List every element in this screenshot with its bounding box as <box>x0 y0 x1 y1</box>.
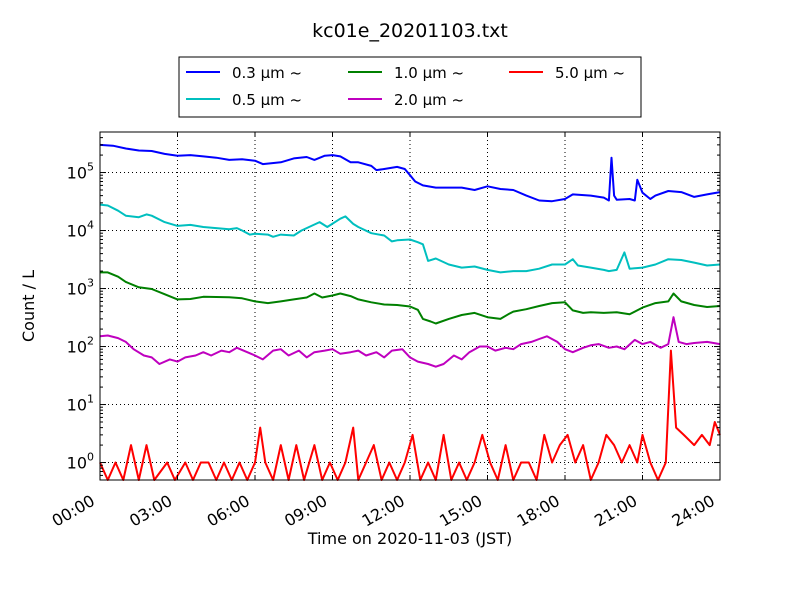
series-line-4 <box>99 316 721 368</box>
y-tick-label: 101 <box>67 393 94 415</box>
x-tick-label: 09:00 <box>281 491 330 531</box>
x-tick-label: 21:00 <box>591 491 640 531</box>
legend-box <box>178 56 642 118</box>
x-tick-label: 12:00 <box>359 491 408 531</box>
x-tick-label: 06:00 <box>204 491 253 531</box>
series-line-2 <box>99 203 721 274</box>
legend-label: 2.0 μm ~ <box>394 91 464 109</box>
y-tick-label: 100 <box>67 451 94 473</box>
axis-ticks: 00:00 03:00 06:00 09:00 12:00 15:00 18:00 21:00… <box>49 131 721 531</box>
y-axis-label: Count / L <box>19 270 38 342</box>
legend-label: 1.0 μm ~ <box>394 64 464 82</box>
series-line-3 <box>100 271 721 325</box>
y-tick-label: 105 <box>67 161 94 183</box>
y-tick-label: 103 <box>67 277 94 299</box>
series-line-5 <box>99 349 721 481</box>
legend: 0.3 μm ~ 0.5 μm ~ 1.0 μm ~ 2.0 μm ~ 5.0 μm ~ <box>178 56 642 118</box>
series-line-1 <box>99 143 721 203</box>
legend-label: 5.0 μm ~ <box>555 64 625 82</box>
series-layer <box>99 143 721 481</box>
legend-label: 0.5 μm ~ <box>232 91 302 109</box>
x-tick-label: 03:00 <box>126 491 175 531</box>
y-tick-label: 104 <box>67 219 94 241</box>
y-tick-label: 102 <box>67 335 94 357</box>
x-tick-label: 24:00 <box>669 491 718 531</box>
x-tick-label: 00:00 <box>49 491 98 531</box>
chart-title: kc01e_20201103.txt <box>312 20 508 42</box>
x-tick-label: 15:00 <box>436 491 485 531</box>
x-axis-label: Time on 2020-11-03 (JST) <box>307 529 512 548</box>
legend-label: 0.3 μm ~ <box>232 64 302 82</box>
x-tick-label: 18:00 <box>514 491 563 531</box>
